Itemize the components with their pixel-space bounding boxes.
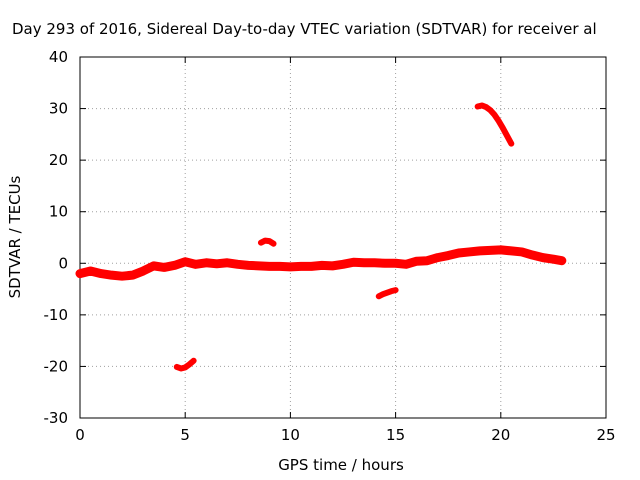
data-point — [376, 293, 382, 299]
series-line — [75, 245, 567, 281]
data-point — [182, 259, 188, 265]
data-point — [88, 268, 94, 274]
data-point — [224, 260, 230, 266]
data-point — [109, 272, 115, 278]
x-tick-label: 5 — [180, 426, 190, 444]
y-tick-label: 40 — [49, 48, 68, 66]
data-point — [414, 258, 420, 264]
data-point — [277, 263, 283, 269]
data-point — [298, 263, 304, 269]
data-point — [388, 288, 394, 294]
y-tick-label: -30 — [44, 409, 69, 427]
data-point — [403, 261, 409, 267]
data-point — [498, 247, 504, 253]
chart-title: Day 293 of 2016, Sidereal Day-to-day VTE… — [12, 20, 597, 38]
data-point — [266, 263, 272, 269]
data-point — [186, 361, 192, 367]
y-tick-label: 0 — [58, 254, 68, 272]
data-point — [119, 273, 125, 279]
data-point — [214, 261, 220, 267]
data-point — [508, 248, 514, 254]
y-tick-label: -10 — [44, 306, 69, 324]
data-point — [287, 264, 293, 270]
y-tick-label: 20 — [49, 151, 68, 169]
series-upper-trace — [474, 102, 515, 147]
data-point — [491, 112, 497, 118]
x-tick-label: 20 — [491, 426, 510, 444]
data-point — [559, 258, 565, 264]
data-point — [161, 264, 167, 270]
data-point — [172, 262, 178, 268]
y-tick-label: -20 — [44, 357, 69, 375]
data-point — [487, 107, 493, 113]
data-point — [319, 262, 325, 268]
x-axis-label: GPS time / hours — [278, 456, 404, 474]
data-point — [340, 261, 346, 267]
data-point — [351, 259, 357, 265]
series-trace-near-minus-6 — [375, 287, 399, 300]
series-trace-near-minus-20 — [173, 357, 197, 372]
data-point — [262, 238, 268, 244]
series-bump-near-8h — [257, 237, 277, 247]
data-point — [384, 290, 390, 296]
data-point — [256, 263, 262, 269]
data-marks — [75, 102, 567, 372]
data-point — [174, 364, 180, 370]
data-point — [504, 133, 510, 139]
data-point — [424, 258, 430, 264]
data-point — [393, 287, 399, 293]
data-point — [519, 249, 525, 255]
plot-frame — [79, 56, 607, 419]
data-point — [178, 365, 184, 371]
data-point — [308, 263, 314, 269]
data-point — [487, 247, 493, 253]
data-point — [182, 364, 188, 370]
data-point — [191, 358, 197, 364]
data-point — [130, 272, 136, 278]
grid-lines — [80, 57, 606, 418]
y-tick-label: 30 — [49, 100, 68, 118]
data-point — [77, 271, 83, 277]
data-point — [479, 102, 485, 108]
data-point — [382, 260, 388, 266]
data-point — [529, 252, 535, 258]
data-point — [435, 255, 441, 261]
data-point — [393, 260, 399, 266]
data-point — [98, 271, 104, 277]
x-tick-label: 0 — [75, 426, 85, 444]
x-tick-label: 25 — [596, 426, 615, 444]
data-point — [483, 104, 489, 110]
y-tick-label: 10 — [49, 203, 68, 221]
data-point — [203, 260, 209, 266]
y-axis-label: SDTVAR / TECUs — [6, 175, 24, 298]
data-point — [258, 240, 264, 246]
data-point — [466, 249, 472, 255]
data-point — [266, 238, 272, 244]
data-point — [372, 260, 378, 266]
data-point — [477, 248, 483, 254]
x-axis: 0 5 10 15 20 25 — [75, 57, 616, 444]
x-tick-label: 15 — [386, 426, 405, 444]
data-point — [140, 268, 146, 274]
x-tick-label: 10 — [281, 426, 300, 444]
data-point — [245, 262, 251, 268]
data-point — [380, 291, 386, 297]
data-point — [361, 260, 367, 266]
data-point — [329, 263, 335, 269]
data-point — [271, 241, 277, 247]
data-point — [445, 253, 451, 259]
data-point — [475, 104, 481, 110]
data-point — [235, 261, 241, 267]
data-point — [508, 141, 514, 147]
data-point — [456, 250, 462, 256]
y-axis: -30 -20 -10 0 10 20 30 40 — [44, 48, 606, 427]
data-point — [496, 118, 502, 124]
data-point — [193, 261, 199, 267]
data-point — [151, 263, 157, 269]
data-point — [500, 125, 506, 131]
data-point — [540, 255, 546, 261]
data-point — [550, 256, 556, 262]
series-main-band — [75, 245, 567, 281]
